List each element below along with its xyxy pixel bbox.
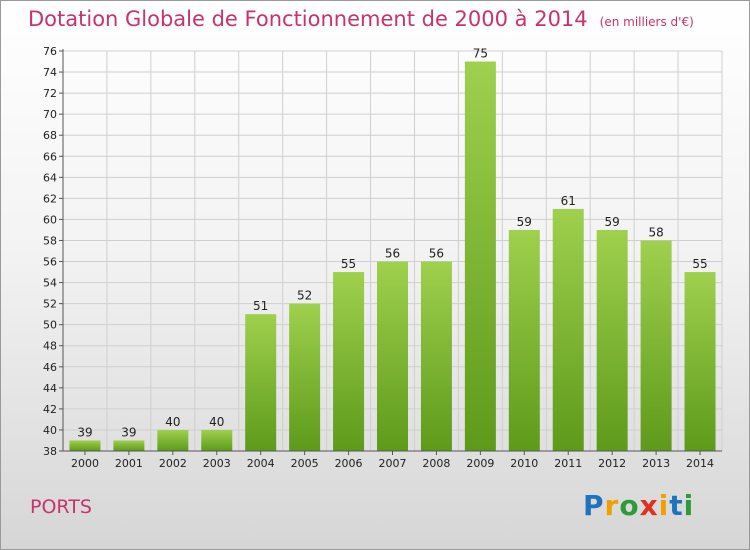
data-label: 55 (341, 257, 356, 271)
bar-2000 (69, 440, 101, 451)
chart-title: Dotation Globale de Fonctionnement de 20… (28, 7, 694, 31)
x-tick-label: 2005 (291, 457, 319, 470)
y-tick-label: 56 (43, 256, 57, 269)
y-tick-label: 42 (43, 403, 57, 416)
x-tick-label: 2011 (554, 457, 582, 470)
y-tick-label: 50 (43, 319, 57, 332)
bar-2013 (640, 240, 672, 451)
bar-2008 (420, 261, 452, 451)
y-tick-label: 58 (43, 234, 57, 247)
x-tick-label: 2008 (422, 457, 450, 470)
bar-2014 (684, 272, 716, 451)
data-label: 52 (297, 289, 312, 303)
y-tick-label: 66 (43, 150, 57, 163)
y-tick-label: 68 (43, 129, 57, 142)
data-label: 56 (429, 247, 444, 261)
logo-letter: o (619, 489, 640, 522)
proxiti-logo: Proxiti (583, 489, 694, 522)
data-label: 59 (517, 215, 532, 229)
data-label: 59 (605, 215, 620, 229)
title-text: Dotation Globale de Fonctionnement de 20… (28, 7, 588, 31)
x-tick-label: 2000 (71, 457, 99, 470)
data-label: 40 (209, 415, 224, 429)
logo-letter: r (604, 489, 620, 522)
bar-2012 (596, 229, 628, 451)
data-label: 75 (473, 47, 488, 61)
data-label: 58 (648, 225, 663, 239)
logo-letter: P (583, 489, 605, 522)
y-tick-label: 60 (43, 213, 57, 226)
y-tick-label: 70 (43, 108, 57, 121)
bar-2003 (201, 429, 233, 451)
y-tick-label: 52 (43, 298, 57, 311)
bar-2011 (552, 208, 584, 451)
bar-2007 (377, 261, 408, 451)
bar-2005 (289, 303, 321, 451)
y-tick-label: 62 (43, 192, 57, 205)
x-tick-label: 2001 (115, 457, 143, 470)
x-tick-label: 2006 (335, 457, 363, 470)
x-tick-label: 2002 (159, 457, 187, 470)
logo-letter: t (669, 489, 684, 522)
data-label: 39 (77, 425, 92, 439)
unit-label: (en milliers d'€) (599, 15, 694, 29)
x-tick-label: 2004 (247, 457, 275, 470)
x-tick-label: 2014 (686, 457, 714, 470)
bar-2009 (464, 61, 496, 452)
y-tick-label: 40 (43, 424, 57, 437)
y-tick-label: 54 (43, 277, 57, 290)
bar-2002 (157, 429, 189, 451)
data-label: 61 (561, 194, 576, 208)
data-label: 55 (692, 257, 707, 271)
logo-letter: x (639, 489, 659, 522)
data-label: 40 (165, 415, 180, 429)
y-tick-label: 48 (43, 340, 57, 353)
data-label: 51 (253, 299, 268, 313)
bar-2010 (508, 229, 540, 451)
bar-2001 (113, 440, 145, 451)
x-tick-label: 2009 (466, 457, 494, 470)
y-tick-label: 38 (43, 445, 57, 458)
bar-2004 (245, 314, 277, 451)
x-tick-label: 2010 (510, 457, 538, 470)
x-tick-label: 2012 (598, 457, 626, 470)
y-tick-label: 76 (43, 45, 57, 58)
data-label: 39 (121, 425, 136, 439)
y-tick-label: 44 (43, 382, 57, 395)
place-name: PORTS (30, 496, 92, 518)
y-tick-label: 74 (43, 66, 57, 79)
x-tick-label: 2013 (642, 457, 670, 470)
bars (69, 61, 716, 452)
logo-letter: i (683, 489, 695, 522)
data-label: 56 (385, 247, 400, 261)
axes: 38 40 42 44 46 48 50 52 54 56 58 60 62 64 66 68 70 72 74 76 (43, 45, 722, 458)
y-tick-label: 64 (43, 171, 57, 184)
x-tick-label: 2007 (379, 457, 407, 470)
x-tick-label: 2003 (203, 457, 231, 470)
logo-letter: i (658, 489, 670, 522)
y-tick-label: 72 (43, 87, 57, 100)
y-tick-label: 46 (43, 361, 57, 374)
labels: 39 2000 39 2001 40 2002 40 2003 51 2004 52 2005 55 20… (71, 47, 714, 470)
bar-2006 (333, 272, 365, 451)
